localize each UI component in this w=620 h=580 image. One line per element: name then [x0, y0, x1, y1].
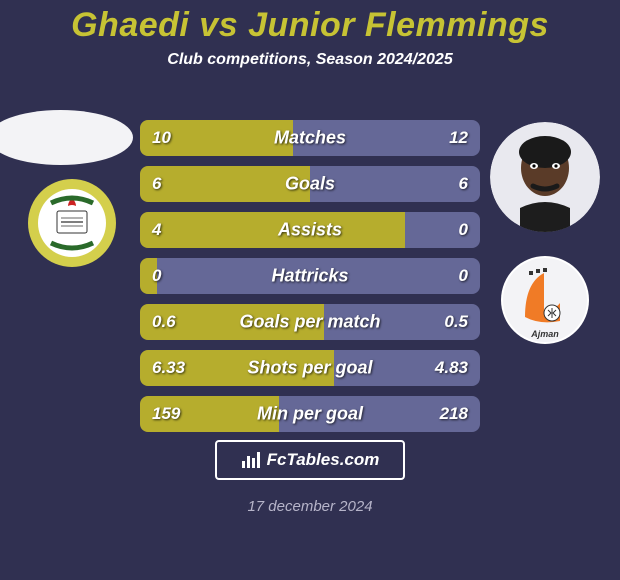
stat-label: Assists — [278, 220, 342, 241]
player1-club-logo — [27, 178, 117, 268]
stat-right-value: 218 — [440, 404, 468, 424]
fctables-badge[interactable]: FcTables.com — [215, 440, 405, 480]
player2-avatar — [490, 122, 600, 232]
fctables-label: FcTables.com — [267, 450, 380, 470]
stat-label: Goals — [285, 174, 335, 195]
subtitle: Club competitions, Season 2024/2025 — [0, 51, 620, 69]
stat-left-value: 6.33 — [152, 358, 185, 378]
stat-right-value: 0 — [459, 220, 468, 240]
stat-left-value: 6 — [152, 174, 161, 194]
stat-row: 6 6 Goals — [140, 166, 480, 202]
stat-left-value: 0 — [152, 266, 161, 286]
comparison-card: Ghaedi vs Junior Flemmings Club competit… — [0, 0, 620, 580]
stat-row: 159 218 Min per goal — [140, 396, 480, 432]
player1-avatar — [0, 110, 133, 165]
stat-right-value: 0.5 — [444, 312, 468, 332]
stat-label: Hattricks — [271, 266, 348, 287]
svg-text:Ajman: Ajman — [530, 329, 559, 339]
stat-right-value: 12 — [449, 128, 468, 148]
stat-left-value: 4 — [152, 220, 161, 240]
stat-row: 0.6 0.5 Goals per match — [140, 304, 480, 340]
stat-left-value: 159 — [152, 404, 180, 424]
bar-chart-icon — [241, 451, 261, 469]
stat-right-value: 0 — [459, 266, 468, 286]
stat-label: Goals per match — [239, 312, 380, 333]
stat-label: Matches — [274, 128, 346, 149]
stats-table: 10 12 Matches 6 6 Goals 4 0 Assists 0 0 Hattricks 0.… — [140, 120, 480, 442]
stat-row: 0 0 Hattricks — [140, 258, 480, 294]
stat-right-value: 6 — [459, 174, 468, 194]
footer-date: 17 december 2024 — [247, 498, 372, 515]
stat-row: 10 12 Matches — [140, 120, 480, 156]
stat-row: 6.33 4.83 Shots per goal — [140, 350, 480, 386]
stat-left-value: 10 — [152, 128, 171, 148]
stat-left-value: 0.6 — [152, 312, 176, 332]
stat-label: Shots per goal — [247, 358, 372, 379]
player2-club-logo: Ajman — [500, 255, 590, 345]
stat-right-value: 4.83 — [435, 358, 468, 378]
stat-row: 4 0 Assists — [140, 212, 480, 248]
page-title: Ghaedi vs Junior Flemmings — [0, 0, 620, 45]
stat-label: Min per goal — [257, 404, 363, 425]
